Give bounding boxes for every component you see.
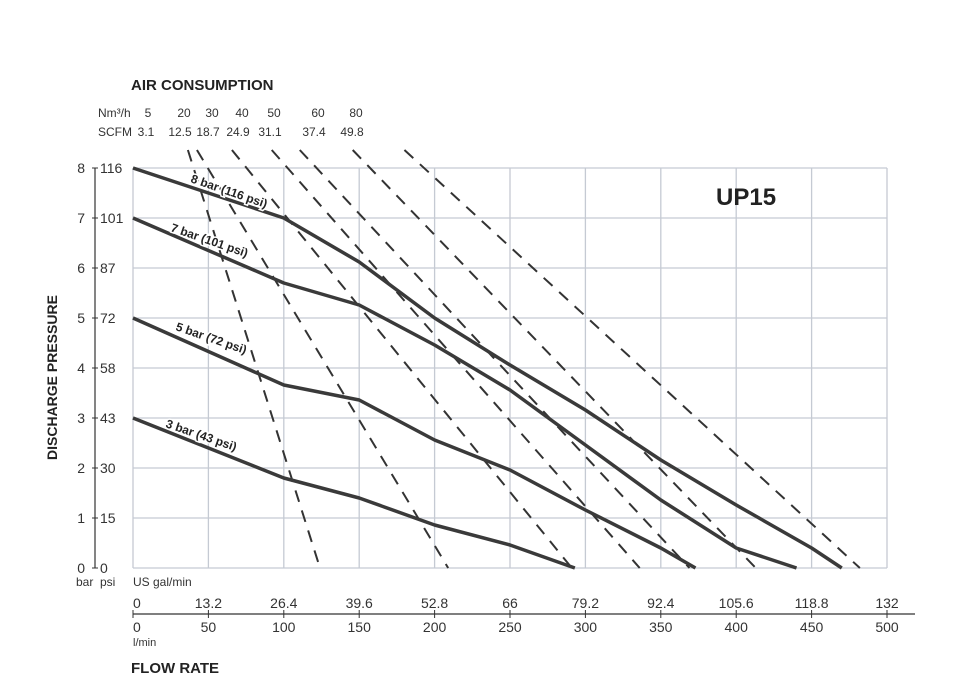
y-tick-bar: 5 xyxy=(77,310,85,326)
x-tick-lmin: 450 xyxy=(800,619,824,635)
air-consumption-title: AIR CONSUMPTION xyxy=(131,77,274,94)
air-tick-nm3h: 80 xyxy=(349,106,363,120)
x-tick-gpm: 13.2 xyxy=(195,595,222,611)
air-line-30 xyxy=(231,149,573,569)
y-tick-bar: 1 xyxy=(77,510,85,526)
air-tick-scfm: 31.1 xyxy=(258,125,282,139)
air-tick-nm3h: 50 xyxy=(267,106,281,120)
air-tick-scfm: 37.4 xyxy=(302,125,326,139)
air-tick-labels: 5 3.1 20 12.5 30 18.7 40 24.9 50 31.1 60 37.4 80 49.8 xyxy=(138,106,364,139)
x-unit-lmin: l/min xyxy=(133,637,156,649)
air-tick-nm3h: 30 xyxy=(205,106,219,120)
x-tick-gpm: 26.4 xyxy=(270,595,297,611)
x-tick-lmin: 50 xyxy=(201,619,217,635)
air-tick-scfm: 18.7 xyxy=(196,125,220,139)
air-tick-scfm: 12.5 xyxy=(168,125,192,139)
air-unit-nm3h: Nm³/h xyxy=(98,106,131,120)
air-tick-nm3h: 40 xyxy=(235,106,249,120)
y-tick-bar: 8 xyxy=(77,160,85,176)
x-tick-labels: 0 0 13.2 50 26.4 100 39.6 150 52.8 200 66 250 79.2 30… xyxy=(132,595,899,635)
curve-labels: 8 bar (116 psi)7 bar (101 psi)5 bar (72 … xyxy=(163,170,271,455)
x-tick-gpm: 92.4 xyxy=(647,595,674,611)
air-line-5 xyxy=(186,149,321,569)
x-tick-lmin: 400 xyxy=(725,619,749,635)
y-tick-bar: 0 xyxy=(77,560,85,576)
y-axis-title: DISCHARGE PRESSURE xyxy=(44,295,60,460)
x-tick-lmin: 300 xyxy=(574,619,598,635)
x-tick-gpm: 0 xyxy=(133,595,141,611)
air-tick-nm3h: 5 xyxy=(145,106,152,120)
x-tick-gpm: 118.8 xyxy=(795,595,829,611)
air-line-20 xyxy=(196,149,450,569)
curve-series-2 xyxy=(132,316,697,570)
air-unit-scfm: SCFM xyxy=(98,125,132,139)
y-tick-psi: 43 xyxy=(100,410,116,426)
x-tick-lmin: 150 xyxy=(348,619,372,635)
x-tick-lmin: 500 xyxy=(875,619,899,635)
air-tick-scfm: 49.8 xyxy=(340,125,364,139)
x-tick-gpm: 132 xyxy=(875,595,899,611)
y-tick-psi: 30 xyxy=(100,460,116,476)
air-tick-scfm: 3.1 xyxy=(138,125,155,139)
y-tick-psi: 58 xyxy=(100,360,116,376)
x-tick-lmin: 200 xyxy=(423,619,447,635)
x-tick-gpm: 66 xyxy=(502,595,518,611)
x-tick-gpm: 52.8 xyxy=(421,595,448,611)
pressure-curves xyxy=(132,166,843,570)
x-tick-gpm: 79.2 xyxy=(572,595,599,611)
y-tick-bar: 6 xyxy=(77,260,85,276)
curve-series-0 xyxy=(132,166,843,570)
x-unit-gpm: US gal/min xyxy=(133,575,192,589)
y-tick-psi: 101 xyxy=(100,210,124,226)
air-tick-nm3h: 60 xyxy=(311,106,325,120)
x-tick-lmin: 350 xyxy=(649,619,673,635)
y-tick-psi: 116 xyxy=(100,160,123,176)
x-tick-lmin: 250 xyxy=(498,619,522,635)
x-tick-gpm: 105.6 xyxy=(719,595,754,611)
air-line-60 xyxy=(351,149,757,569)
y-unit-psi: psi xyxy=(100,575,115,589)
x-tick-lmin: 100 xyxy=(272,619,296,635)
y-tick-bar: 2 xyxy=(77,460,85,476)
x-axis-title: FLOW RATE xyxy=(131,660,219,677)
y-tick-bar: 7 xyxy=(77,210,85,226)
air-tick-nm3h: 20 xyxy=(177,106,191,120)
curve-series-3 xyxy=(132,416,576,570)
x-tick-gpm: 39.6 xyxy=(346,595,373,611)
chart-title: UP15 xyxy=(716,184,776,211)
y-tick-labels: 0 0 1 15 2 30 3 43 4 58 5 72 6 87 7 101 8 116 xyxy=(77,160,123,576)
air-line-50 xyxy=(299,149,691,569)
y-tick-psi: 72 xyxy=(100,310,116,326)
y-tick-psi: 87 xyxy=(100,260,116,276)
y-tick-bar: 4 xyxy=(77,360,85,376)
air-consumption-lines xyxy=(186,149,861,569)
x-tick-lmin: 0 xyxy=(133,619,141,635)
y-tick-bar: 3 xyxy=(77,410,85,426)
air-tick-scfm: 24.9 xyxy=(226,125,250,139)
y-unit-bar: bar xyxy=(76,575,93,589)
y-tick-psi: 0 xyxy=(100,560,108,576)
y-tick-psi: 15 xyxy=(100,510,116,526)
curve-series-1 xyxy=(132,216,798,570)
air-line-80 xyxy=(403,149,861,569)
